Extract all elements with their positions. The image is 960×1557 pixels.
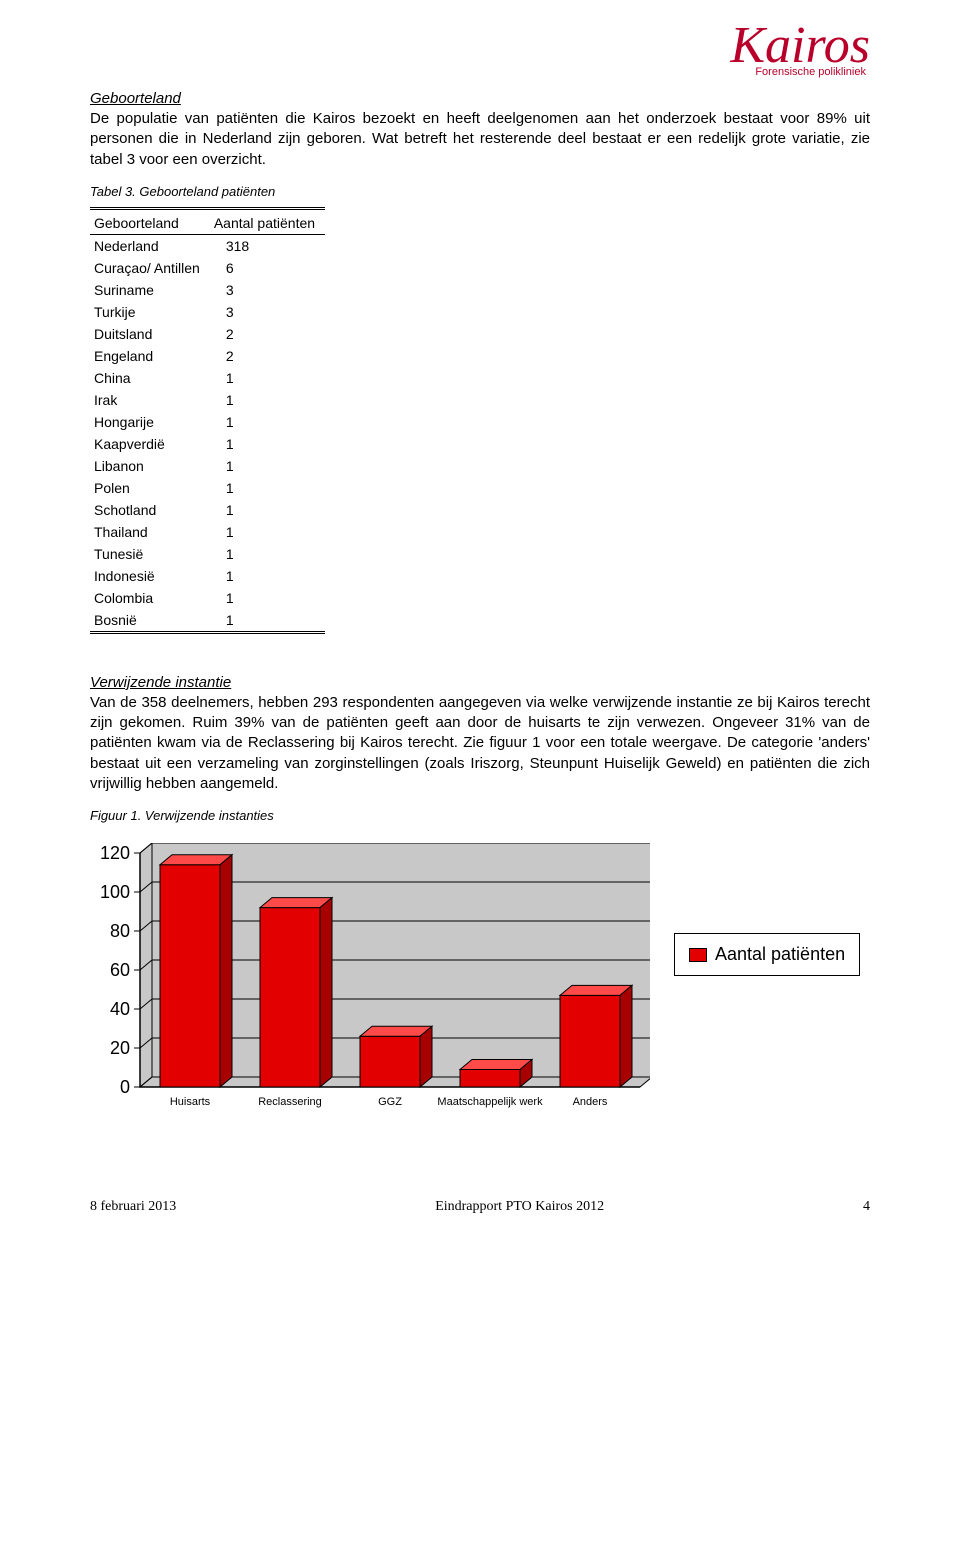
table-row: Irak1 (90, 389, 325, 411)
table-cell-count: 6 (210, 257, 325, 279)
table-row: Polen1 (90, 477, 325, 499)
table-row: Engeland2 (90, 345, 325, 367)
section-geboorteland-title: Geboorteland (90, 90, 870, 107)
table-row: Kaapverdië1 (90, 433, 325, 455)
table-cell-country: Libanon (90, 455, 210, 477)
table-cell-count: 1 (210, 389, 325, 411)
page-footer: 8 februari 2013 Eindrapport PTO Kairos 2… (90, 1193, 870, 1215)
svg-text:120: 120 (100, 843, 130, 863)
table-cell-country: Bosnië (90, 609, 210, 633)
svg-text:100: 100 (100, 882, 130, 902)
table-cell-count: 1 (210, 521, 325, 543)
footer-date: 8 februari 2013 (90, 1199, 176, 1215)
table-cell-count: 1 (210, 367, 325, 389)
table-cell-count: 3 (210, 301, 325, 323)
table-row: Bosnië1 (90, 609, 325, 633)
table-row: Suriname3 (90, 279, 325, 301)
table-row: Colombia1 (90, 587, 325, 609)
logo-text: Kairos (730, 20, 870, 72)
table-row: Libanon1 (90, 455, 325, 477)
table-row: Nederland318 (90, 234, 325, 257)
table-row: Thailand1 (90, 521, 325, 543)
table-row: Turkije3 (90, 301, 325, 323)
table-cell-count: 2 (210, 323, 325, 345)
table-cell-country: Colombia (90, 587, 210, 609)
logo: Kairos Forensische polikliniek (730, 20, 870, 78)
table-cell-count: 3 (210, 279, 325, 301)
table-cell-country: Duitsland (90, 323, 210, 345)
table-row: Schotland1 (90, 499, 325, 521)
svg-text:Maatschappelijk werk: Maatschappelijk werk (437, 1096, 543, 1108)
geboorteland-table: Geboorteland Aantal patiënten Nederland3… (90, 207, 325, 634)
svg-text:GGZ: GGZ (378, 1096, 402, 1108)
table-cell-country: Nederland (90, 234, 210, 257)
footer-title: Eindrapport PTO Kairos 2012 (435, 1199, 604, 1215)
table-cell-count: 2 (210, 345, 325, 367)
table-row: Curaçao/ Antillen6 (90, 257, 325, 279)
table-cell-count: 1 (210, 499, 325, 521)
table-cell-count: 1 (210, 477, 325, 499)
table-cell-country: Suriname (90, 279, 210, 301)
section-verwijzende-body: Van de 358 deelnemers, hebben 293 respon… (90, 693, 870, 794)
figure-caption: Figuur 1. Verwijzende instanties (90, 808, 870, 823)
svg-text:Reclassering: Reclassering (258, 1096, 322, 1108)
table-header-count: Aantal patiënten (210, 208, 325, 234)
table-cell-count: 318 (210, 234, 325, 257)
svg-text:80: 80 (110, 921, 130, 941)
table-cell-count: 1 (210, 565, 325, 587)
svg-text:40: 40 (110, 999, 130, 1019)
chart-container: 0 20 40 60 80 100 120 Huisarts Reclassering GGZ Ma… (90, 843, 870, 1123)
table-header-country: Geboorteland (90, 208, 210, 234)
table-cell-count: 1 (210, 609, 325, 633)
footer-page: 4 (863, 1199, 870, 1215)
table-cell-country: Curaçao/ Antillen (90, 257, 210, 279)
table-cell-country: Schotland (90, 499, 210, 521)
svg-text:Huisarts: Huisarts (170, 1096, 211, 1108)
table-cell-country: Turkije (90, 301, 210, 323)
table-caption: Tabel 3. Geboorteland patiënten (90, 184, 870, 199)
table-row: Duitsland2 (90, 323, 325, 345)
table-row: China1 (90, 367, 325, 389)
svg-text:60: 60 (110, 960, 130, 980)
table-cell-country: Polen (90, 477, 210, 499)
svg-text:Anders: Anders (573, 1096, 608, 1108)
section-verwijzende-title: Verwijzende instantie (90, 674, 870, 691)
table-cell-count: 1 (210, 543, 325, 565)
table-row: Tunesië1 (90, 543, 325, 565)
legend-swatch (689, 948, 707, 962)
svg-text:0: 0 (120, 1077, 130, 1097)
table-cell-country: Indonesië (90, 565, 210, 587)
table-row: Indonesië1 (90, 565, 325, 587)
svg-text:20: 20 (110, 1038, 130, 1058)
table-cell-country: China (90, 367, 210, 389)
table-cell-country: Engeland (90, 345, 210, 367)
table-cell-count: 1 (210, 455, 325, 477)
table-cell-country: Irak (90, 389, 210, 411)
table-cell-count: 1 (210, 433, 325, 455)
table-cell-count: 1 (210, 587, 325, 609)
table-cell-country: Hongarije (90, 411, 210, 433)
legend-label: Aantal patiënten (715, 944, 845, 965)
table-row: Hongarije1 (90, 411, 325, 433)
table-cell-country: Tunesië (90, 543, 210, 565)
bar-chart: 0 20 40 60 80 100 120 Huisarts Reclassering GGZ Ma… (90, 843, 650, 1123)
chart-legend: Aantal patiënten (674, 933, 860, 976)
section-geboorteland-body: De populatie van patiënten die Kairos be… (90, 109, 870, 170)
table-cell-country: Kaapverdië (90, 433, 210, 455)
table-cell-count: 1 (210, 411, 325, 433)
table-cell-country: Thailand (90, 521, 210, 543)
